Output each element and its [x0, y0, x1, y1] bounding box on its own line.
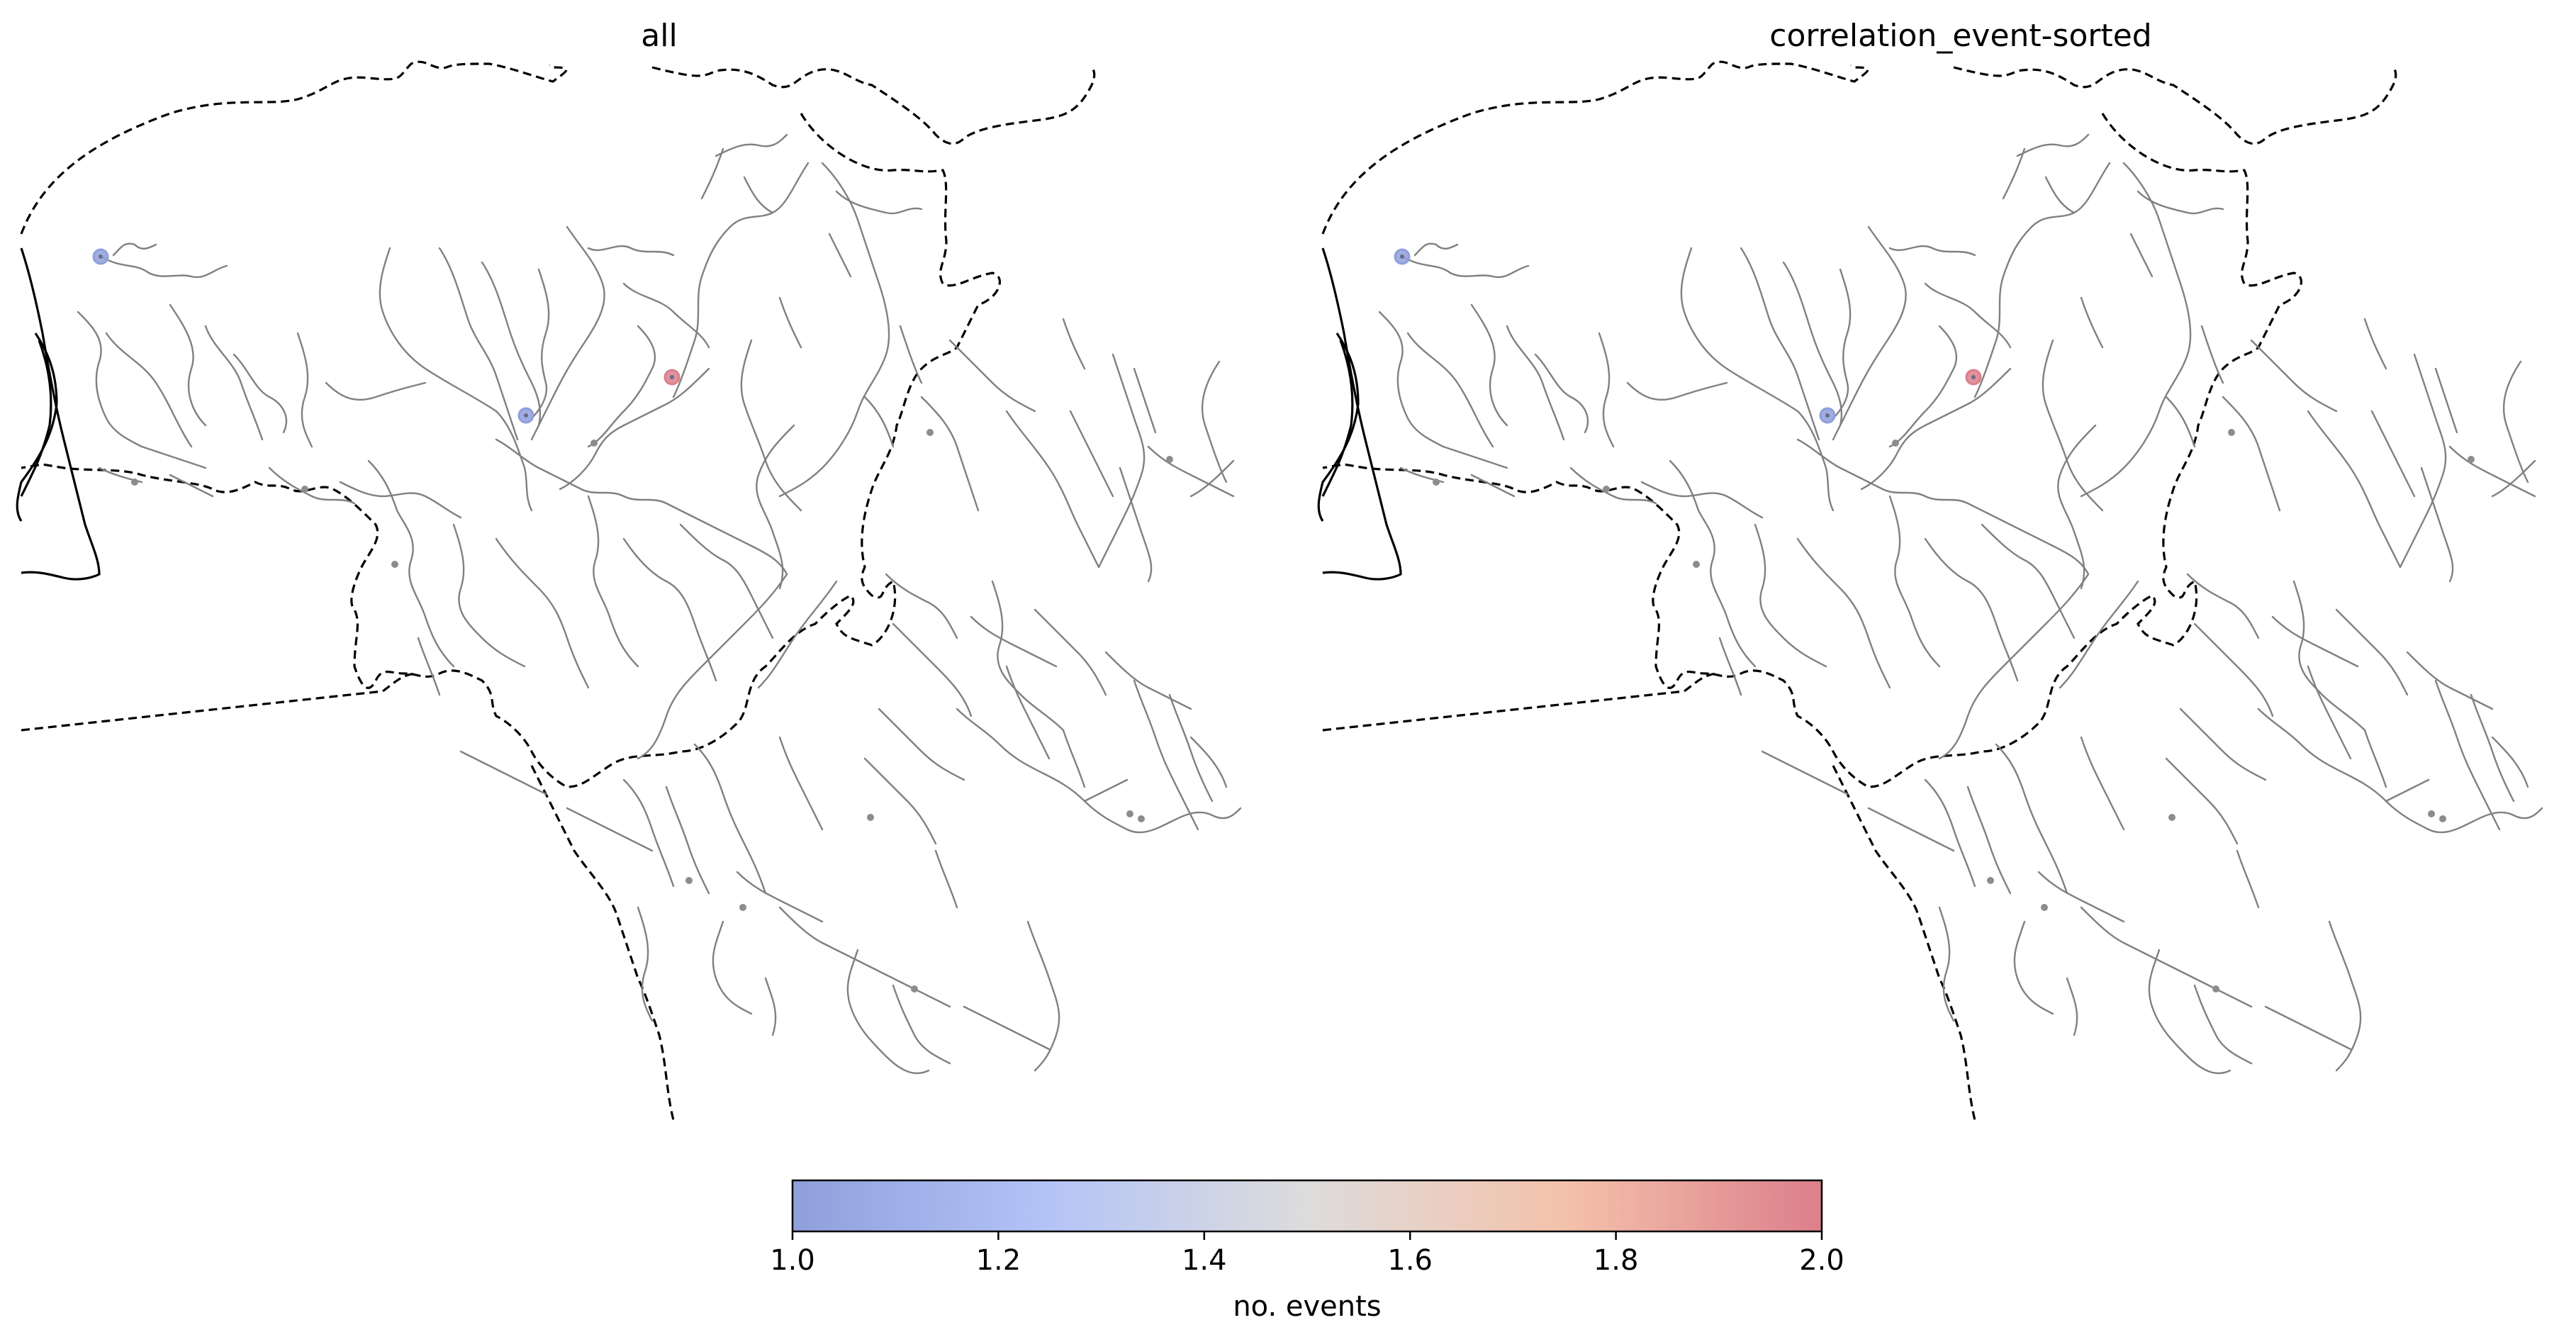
event-marker-center [524, 413, 528, 418]
map-geometry-all [16, 60, 1242, 1122]
map-title-all: all [641, 18, 677, 54]
colorbar-tick-label: 1.4 [1182, 1244, 1227, 1277]
event-marker-center [1825, 413, 1830, 418]
event-markers-all [92, 248, 681, 424]
event-markers-correlation [1394, 248, 1982, 424]
colorbar-label: no. events [1233, 1290, 1381, 1323]
colorbar-tick-label: 1.0 [770, 1244, 815, 1277]
colorbar-tick-label: 1.2 [976, 1244, 1021, 1277]
event-marker-center [1971, 375, 1976, 379]
colorbar-gradient [791, 1179, 1823, 1233]
colorbar-tick-label: 1.6 [1387, 1244, 1433, 1277]
map-title-correlation: correlation_event-sorted [1769, 18, 2151, 54]
map-panel-correlation: correlation_event-sorted [1317, 18, 2543, 1122]
event-marker-center [1400, 255, 1404, 259]
colorbar-tick-label: 2.0 [1799, 1244, 1844, 1277]
event-marker-center [99, 255, 103, 259]
event-marker-center [670, 375, 674, 379]
map-geometry-correlation [1317, 60, 2543, 1122]
colorbar-ticks: 1.0 1.2 1.4 1.6 1.8 2.0 [770, 1231, 1844, 1277]
colorbar-tick-label: 1.8 [1594, 1244, 1639, 1277]
colorbar: 1.0 1.2 1.4 1.6 1.8 2.0 no. events [770, 1179, 1844, 1323]
map-panel-all: all [16, 18, 1242, 1122]
